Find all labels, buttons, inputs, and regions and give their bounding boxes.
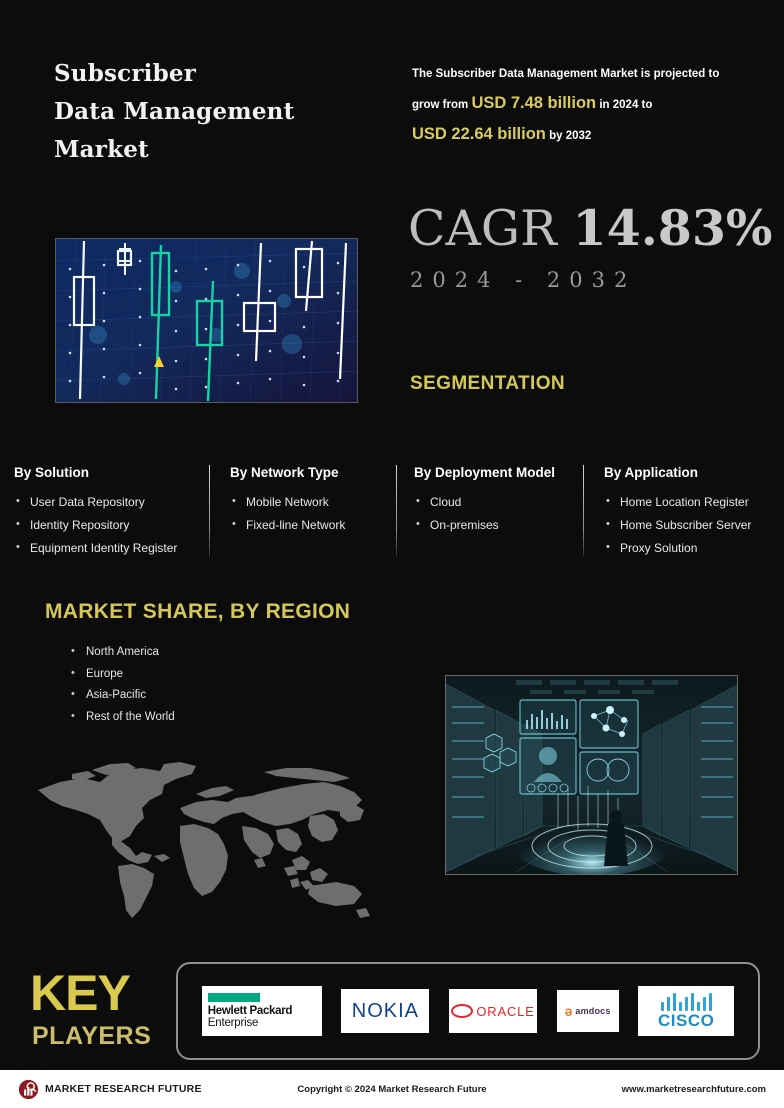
grow-from-label: grow from <box>412 99 469 111</box>
projection-statement: The Subscriber Data Management Market is… <box>412 60 762 151</box>
title-line-1: Subscriber <box>54 60 197 87</box>
column-divider <box>583 465 584 557</box>
title-line-2: Data Management <box>54 98 295 125</box>
world-map <box>14 752 384 937</box>
list-item: User Data Repository <box>14 490 209 514</box>
market-share-region-list: North America Europe Asia-Pacific Rest o… <box>68 641 175 729</box>
amdocs-mark-icon: ә <box>564 1003 573 1019</box>
segmentation-column-list: Home Location Register Home Subscriber S… <box>604 490 784 560</box>
cagr-block: CAGR 14.83% <box>408 200 773 257</box>
list-item: Fixed-line Network <box>230 513 405 537</box>
oracle-oval-icon <box>451 1004 474 1018</box>
oracle-logo-text: ORACLE <box>476 1003 535 1019</box>
candlestick-graphic <box>56 239 357 402</box>
market-share-heading: MARKET SHARE, BY REGION <box>45 600 351 623</box>
segmentation-column-title: By Solution <box>14 465 89 480</box>
key-players-heading-line2: PLAYERS <box>32 1022 152 1050</box>
logo-amdocs: ә amdocs <box>556 990 619 1032</box>
list-item: Home Location Register <box>604 490 784 514</box>
list-item: North America <box>68 641 175 664</box>
value-2024: USD 7.48 billion <box>471 94 597 112</box>
segmentation-columns: By Solution User Data Repository Identit… <box>0 465 784 575</box>
segmentation-column-list: Mobile Network Fixed-line Network <box>230 490 405 537</box>
nokia-logo-text: NOKIA <box>351 999 420 1022</box>
page-title: Subscriber Data Management Market <box>54 55 294 169</box>
segmentation-column-title: By Deployment Model <box>414 465 556 480</box>
footer-brand-text: MARKET RESEARCH FUTURE <box>45 1083 202 1095</box>
tail-label: by 2032 <box>549 130 592 142</box>
logo-cisco: CISCO <box>638 986 735 1036</box>
segmentation-column-title: By Application <box>604 465 699 480</box>
segmentation-column-title: By Network Type <box>230 465 339 480</box>
cagr-period: 2024 - 2032 <box>410 268 637 292</box>
projection-2032-row: USD 22.64 billion by 2032 <box>412 120 762 151</box>
datacenter-hologram-image <box>445 675 738 875</box>
list-item: Europe <box>68 663 175 686</box>
hpe-logo-line1: Hewlett Packard <box>207 1004 293 1017</box>
segmentation-column-deployment-model: By Deployment Model Cloud On-premises <box>414 465 594 537</box>
cagr-value: 14.83% <box>572 199 773 257</box>
list-item: Home Subscriber Server <box>604 513 784 537</box>
hpe-logo-line2: Enterprise <box>207 1016 259 1029</box>
datacenter-graphic <box>446 676 737 874</box>
hpe-green-bar-icon <box>207 992 260 1002</box>
segmentation-column-list: User Data Repository Identity Repository… <box>14 490 209 560</box>
segmentation-column-network-type: By Network Type Mobile Network Fixed-lin… <box>230 465 405 537</box>
yellow-triangle-marker <box>154 356 164 367</box>
list-item: Cloud <box>414 490 594 514</box>
key-players-logo-box: Hewlett Packard Enterprise NOKIA ORACLE … <box>176 962 760 1060</box>
cisco-logo-text: CISCO <box>658 1010 715 1030</box>
mid-label: in 2024 to <box>599 99 653 111</box>
amdocs-logo-text: amdocs <box>575 1006 611 1016</box>
segmentation-column-solution: By Solution User Data Repository Identit… <box>14 465 209 560</box>
logo-nokia: NOKIA <box>341 989 430 1033</box>
footer-copyright: Copyright © 2024 Market Research Future <box>297 1083 487 1095</box>
world-map-graphic <box>38 762 370 918</box>
value-2032: USD 22.64 billion <box>412 125 546 143</box>
list-item: Rest of the World <box>68 706 175 729</box>
segmentation-column-application: By Application Home Location Register Ho… <box>604 465 784 560</box>
person-silhouette <box>604 810 628 866</box>
title-line-3: Market <box>54 136 149 163</box>
list-item: On-premises <box>414 513 594 537</box>
list-item: Mobile Network <box>230 490 405 514</box>
key-players-heading-line1: KEY <box>30 965 131 1021</box>
logo-hewlett-packard-enterprise: Hewlett Packard Enterprise <box>201 986 322 1036</box>
list-item: Identity Repository <box>14 513 209 537</box>
cisco-bars-icon <box>660 992 712 1011</box>
candlestick-chart-image <box>55 238 358 403</box>
projection-2024-row: grow from USD 7.48 billion in 2024 to <box>412 89 762 120</box>
logo-oracle: ORACLE <box>448 989 537 1033</box>
cagr-label: CAGR <box>408 200 557 257</box>
column-divider <box>209 465 210 557</box>
projection-lead: The Subscriber Data Management Market is… <box>412 68 720 80</box>
list-item: Proxy Solution <box>604 536 784 560</box>
footer: MARKET RESEARCH FUTURE Copyright © 2024 … <box>0 1070 784 1108</box>
list-item: Asia-Pacific <box>68 684 175 707</box>
list-item: Equipment Identity Register <box>14 536 209 560</box>
segmentation-heading: SEGMENTATION <box>410 373 566 394</box>
footer-brand: MARKET RESEARCH FUTURE <box>18 1079 202 1100</box>
segmentation-column-list: Cloud On-premises <box>414 490 594 537</box>
column-divider <box>396 465 397 557</box>
market-research-future-logo-icon <box>18 1079 39 1099</box>
footer-website[interactable]: www.marketresearchfuture.com <box>621 1083 766 1095</box>
